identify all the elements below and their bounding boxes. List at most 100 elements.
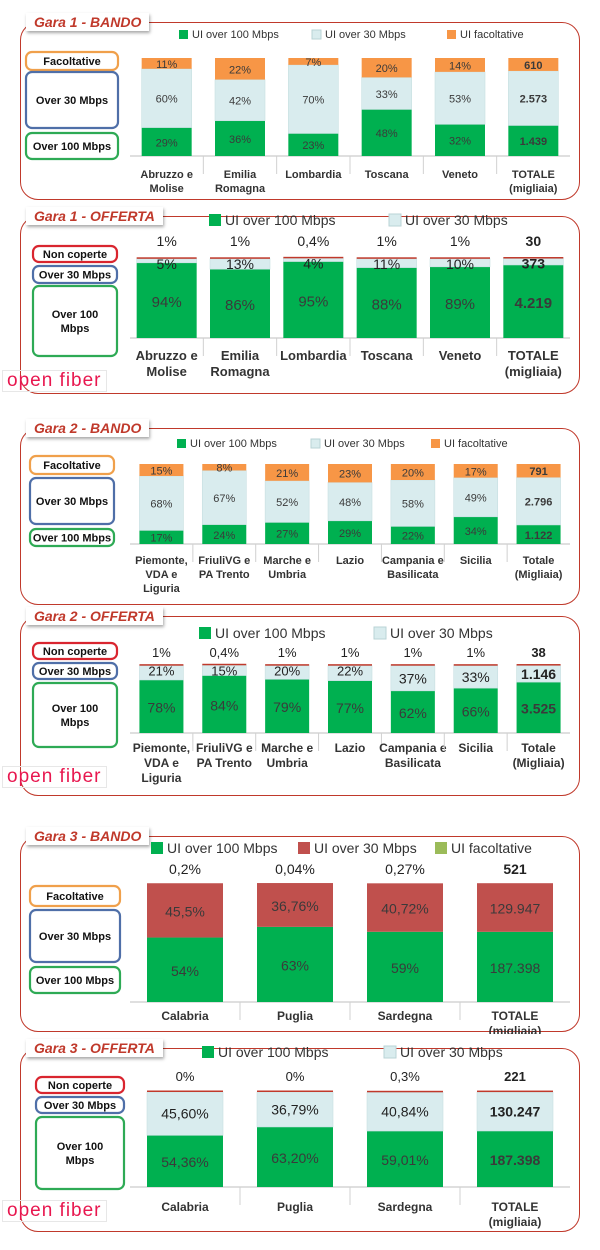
data-label: 0,3% <box>390 1069 420 1084</box>
data-label: 86% <box>225 297 255 314</box>
data-label: 33% <box>462 669 490 685</box>
legend-swatch <box>373 626 387 640</box>
category-label: Romagna <box>215 183 266 195</box>
bar-segment <box>264 480 310 523</box>
bar-segment <box>476 1091 554 1132</box>
bar-segment <box>139 664 184 666</box>
bar-segment <box>477 1090 553 1093</box>
bar-segment <box>430 266 490 338</box>
pill-label: Over 100 <box>57 1141 103 1153</box>
bar-segment <box>146 1091 224 1136</box>
data-label: 63% <box>281 957 309 973</box>
category-label: PA Trento <box>197 756 252 770</box>
data-label: 49% <box>465 493 487 505</box>
panel-title: Gara 1 - OFFERTA <box>26 207 163 225</box>
pill-label: Over 30 Mbps <box>39 666 111 678</box>
category-label: Sicilia <box>458 741 493 755</box>
data-label: 0,2% <box>169 861 201 877</box>
legend-entry: UI facoltative <box>460 29 524 41</box>
bar-segment <box>453 664 498 666</box>
bar-segment <box>141 68 192 128</box>
data-label: 40,72% <box>381 901 428 917</box>
category-label: Campania e <box>382 555 444 567</box>
legend-entry: UI over 30 Mbps <box>390 625 493 641</box>
legend-entry: UI over 30 Mbps <box>325 29 406 41</box>
data-label: 610 <box>524 60 542 72</box>
data-label: 94% <box>152 294 182 311</box>
legend-entry: UI over 30 Mbps <box>405 212 508 228</box>
data-label: 2.796 <box>525 497 553 509</box>
data-label: 20% <box>402 468 424 480</box>
bar-segment <box>390 664 435 666</box>
data-label: 60% <box>156 94 178 106</box>
data-label: 63,20% <box>271 1150 318 1166</box>
bar-segment <box>141 127 192 156</box>
pill-border <box>28 454 116 476</box>
category-label: Lombardia <box>285 169 342 181</box>
pill-border <box>24 131 120 161</box>
pill-label: Over 100 Mbps <box>33 533 111 545</box>
bar-segment <box>202 464 247 471</box>
side-label-pill: Over 100 Mbps <box>34 1115 126 1191</box>
data-label: 24% <box>213 530 235 542</box>
category-label: (migliaia) <box>505 364 562 379</box>
legend-entry: UI over 100 Mbps <box>190 438 277 450</box>
legend-swatch <box>435 842 447 854</box>
chart-group: UI over 100 Mbps UI over 30 Mbps UI facolt… <box>24 29 570 195</box>
pill-border <box>34 1115 126 1191</box>
bar-segment <box>390 464 435 480</box>
bar-segment <box>210 269 270 338</box>
data-label: 78% <box>147 699 175 715</box>
bar-segment <box>356 257 417 259</box>
data-label: 10% <box>446 256 474 272</box>
side-label-pill: Facoltative <box>28 454 116 476</box>
bar-segment <box>141 58 192 69</box>
legend-swatch <box>151 842 163 854</box>
side-label-pill: Over 100 Mbps <box>31 284 119 358</box>
bar-segment <box>288 64 339 134</box>
pill-label: Mbps <box>61 323 90 335</box>
chart-gara1-offerta: UI over 100 Mbps UI over 30 Mbps 94% 5% 1% Ab… <box>31 212 570 379</box>
data-label: 1% <box>341 645 360 660</box>
pill-border <box>34 1075 126 1095</box>
bar-segment <box>430 257 490 259</box>
data-label: 59,01% <box>381 1152 428 1168</box>
bar-segment <box>435 124 485 156</box>
side-label-pill: Over 100 Mbps <box>24 131 120 161</box>
category-label: Molise <box>146 364 186 379</box>
data-label: 89% <box>445 296 475 313</box>
category-label: Romagna <box>210 364 270 379</box>
data-label: 15% <box>150 466 172 478</box>
legend-entry: UI over 100 Mbps <box>215 625 326 641</box>
legend-swatch <box>298 842 310 854</box>
data-label: 36,79% <box>271 1101 318 1117</box>
category-label: Basilicata <box>385 756 441 770</box>
data-label: 1% <box>230 233 250 249</box>
bar-segment <box>366 1091 444 1132</box>
category-label: Emilia <box>221 348 260 363</box>
open-fiber-logo: open fiber <box>2 766 107 788</box>
category-label: Piemonte, <box>133 741 190 755</box>
category-label: TOTALE <box>512 169 555 181</box>
open-fiber-logo: open fiber <box>2 1200 107 1222</box>
bar-segment <box>147 1135 223 1187</box>
data-label: 62% <box>399 705 427 721</box>
data-label: 521 <box>503 861 527 877</box>
category-label: Lombardia <box>280 348 347 363</box>
data-label: 187.398 <box>490 960 541 976</box>
bar-segment <box>139 464 184 476</box>
category-label: Veneto <box>442 169 478 181</box>
data-label: 54,36% <box>161 1154 208 1170</box>
bar-segment <box>477 883 553 932</box>
bar-segment <box>508 125 559 156</box>
bar-segment <box>367 931 443 1002</box>
data-label: 0,4% <box>297 233 329 249</box>
data-label: 11% <box>373 256 400 272</box>
category-label: TOTALE <box>492 1009 539 1023</box>
data-label: 130.247 <box>490 1104 541 1120</box>
data-label: 7% <box>305 57 321 69</box>
bar-segment <box>147 1090 223 1092</box>
bar-segment <box>328 664 372 666</box>
category-label: Veneto <box>439 348 482 363</box>
pill-label: Over 100 Mbps <box>33 141 111 153</box>
